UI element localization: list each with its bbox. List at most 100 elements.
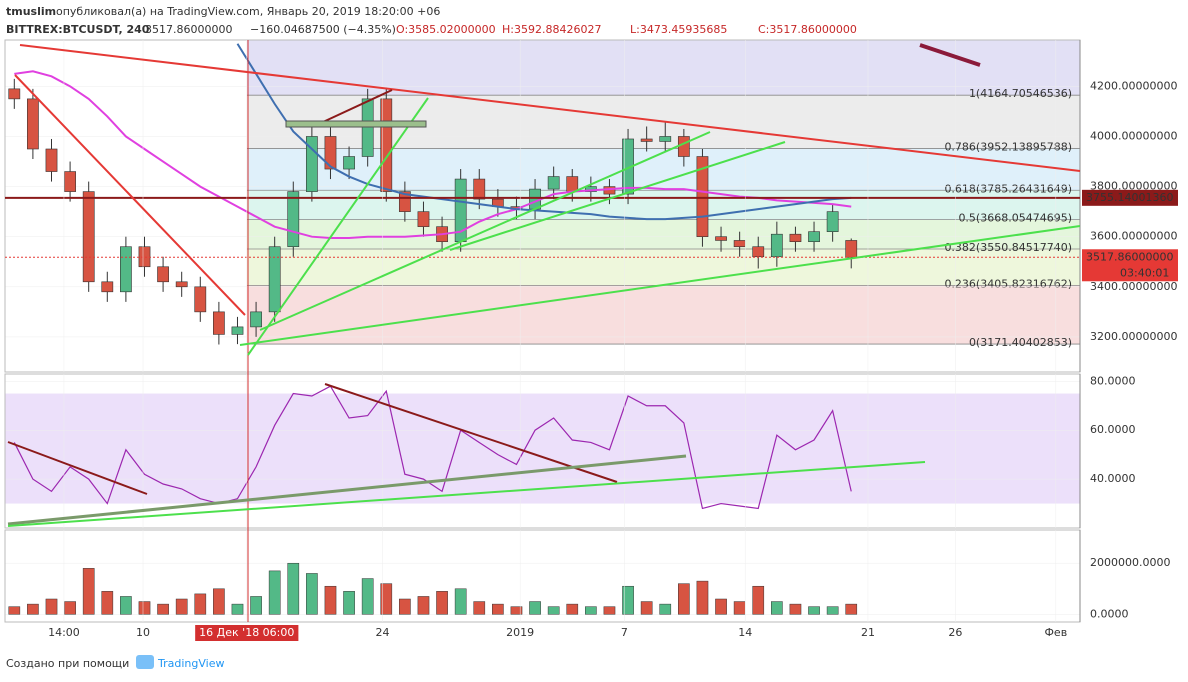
candle bbox=[64, 171, 76, 192]
open: O:3585.02000000 bbox=[396, 23, 496, 36]
rsi-band bbox=[5, 393, 1080, 504]
x-tick-label: 16 Дек '18 06:00 bbox=[199, 626, 294, 639]
candle bbox=[566, 176, 579, 192]
x-cursor-box bbox=[195, 625, 299, 641]
volume-bar bbox=[640, 601, 653, 615]
candle bbox=[473, 178, 486, 200]
candle bbox=[101, 281, 114, 293]
candle bbox=[231, 326, 244, 335]
candle bbox=[715, 236, 727, 241]
candle bbox=[287, 191, 300, 248]
volume-bar bbox=[473, 601, 486, 615]
y-tick-label: 4200.00000000 bbox=[1090, 79, 1177, 92]
h-line-box bbox=[1082, 189, 1178, 206]
trendline bbox=[239, 225, 1081, 346]
volume-bar bbox=[510, 606, 523, 615]
volume-bar bbox=[175, 598, 188, 615]
trendline bbox=[14, 74, 246, 316]
fib-label: 1(4164.70546536) bbox=[969, 87, 1072, 100]
volume-bar bbox=[231, 603, 244, 615]
volume-bar bbox=[343, 591, 355, 615]
volume-bar bbox=[157, 603, 169, 615]
volume-bar bbox=[361, 578, 374, 615]
volume-bar bbox=[138, 601, 151, 615]
x-tick-label: 21 bbox=[861, 626, 875, 639]
trendline bbox=[247, 97, 429, 356]
volume-bar bbox=[268, 570, 281, 615]
candle bbox=[27, 98, 39, 150]
volume-bar bbox=[659, 603, 672, 615]
last-box bbox=[1082, 249, 1178, 282]
y-tick-label: 40.0000 bbox=[1090, 472, 1136, 485]
y-tick-label: 3800.00000000 bbox=[1090, 180, 1177, 193]
candle bbox=[789, 233, 802, 243]
x-tick-label: Фев bbox=[1044, 626, 1067, 639]
trendline bbox=[7, 441, 148, 495]
y-tick-label: 60.0000 bbox=[1090, 423, 1136, 436]
x-tick-label: 10 bbox=[136, 626, 150, 639]
y-tick-label: 2000000.0000 bbox=[1090, 556, 1170, 569]
candle bbox=[8, 88, 21, 100]
x-tick-label: 26 bbox=[948, 626, 962, 639]
symbol: BITTREX:BTCUSDT, 240 bbox=[6, 23, 150, 36]
candle bbox=[417, 211, 430, 227]
last: 3517.86000000 bbox=[145, 23, 232, 36]
volume-bar bbox=[566, 603, 579, 615]
volume-bar bbox=[120, 596, 132, 615]
candle bbox=[45, 148, 58, 172]
x-tick-label: 2019 bbox=[506, 626, 534, 639]
countdown: 03:40:01 bbox=[1120, 266, 1169, 279]
fib-label: 0.382(3550.84517740) bbox=[944, 241, 1072, 254]
volume-bar bbox=[789, 603, 802, 615]
pane bbox=[5, 562, 1080, 615]
fib-label: 0.786(3952.13895788) bbox=[944, 140, 1072, 153]
fib-label: 0(3171.40402853) bbox=[969, 336, 1072, 349]
rsi-line bbox=[13, 385, 852, 510]
volume-bar bbox=[194, 593, 207, 615]
x-tick-label: 24 bbox=[376, 626, 390, 639]
volume-bar bbox=[547, 606, 560, 615]
moving-average bbox=[236, 43, 852, 221]
volume-bar bbox=[529, 601, 541, 615]
trendline bbox=[259, 131, 711, 331]
volume-bar bbox=[771, 601, 783, 615]
volume-bar bbox=[492, 603, 504, 615]
fib-band bbox=[246, 285, 1080, 345]
fib-band bbox=[246, 219, 1080, 250]
candle bbox=[380, 98, 393, 192]
trendline bbox=[7, 454, 687, 526]
pane: 1(4164.70546536) 0.786(3952.13895788) 0.61… bbox=[5, 40, 1080, 349]
volume-bar bbox=[752, 585, 765, 615]
trendline bbox=[449, 141, 786, 251]
candle bbox=[845, 240, 858, 258]
pane bbox=[5, 381, 1080, 510]
brand[interactable]: TradingView bbox=[157, 657, 224, 670]
x-tick-label: 14 bbox=[738, 626, 752, 639]
volume-bar bbox=[696, 580, 709, 615]
fib-band bbox=[246, 190, 1080, 220]
volume-bar bbox=[417, 596, 430, 615]
candle bbox=[305, 136, 318, 192]
candle bbox=[120, 246, 132, 293]
candle bbox=[250, 311, 262, 328]
trendline bbox=[324, 383, 618, 483]
low: L:3473.45935685 bbox=[630, 23, 727, 36]
candle bbox=[175, 281, 188, 288]
volume-bar bbox=[27, 603, 39, 615]
candle bbox=[696, 156, 709, 237]
y-tick-label: 3600.00000000 bbox=[1090, 230, 1177, 243]
candle bbox=[398, 191, 411, 212]
volume-bar bbox=[64, 601, 76, 615]
x-tick-label: 14:00 bbox=[48, 626, 80, 639]
candle bbox=[640, 138, 653, 142]
volume-bar bbox=[213, 588, 225, 615]
volume-bar bbox=[622, 585, 634, 615]
volume-bar bbox=[436, 591, 448, 615]
candle bbox=[547, 176, 560, 190]
box bbox=[285, 120, 427, 128]
made-with: Создано при помощи bbox=[6, 657, 129, 670]
volume-bar bbox=[82, 568, 95, 615]
volume-bar bbox=[715, 598, 727, 615]
volume-bar bbox=[733, 601, 746, 615]
